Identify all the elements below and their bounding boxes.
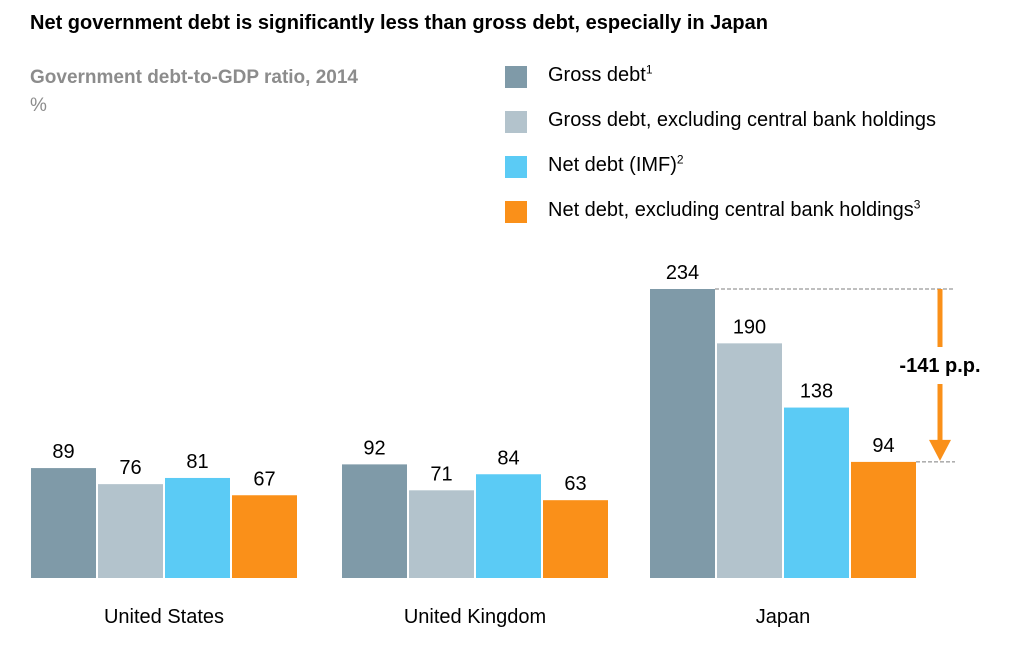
bar bbox=[717, 343, 782, 578]
bar bbox=[650, 289, 715, 578]
data-label: 138 bbox=[800, 381, 833, 403]
data-label: 71 bbox=[430, 463, 452, 485]
bar bbox=[409, 490, 474, 578]
difference-annotation: -141 p.p. bbox=[899, 355, 980, 377]
legend-label: Net debt (IMF)2 bbox=[548, 152, 684, 176]
bar bbox=[232, 495, 297, 578]
data-label: 63 bbox=[564, 473, 586, 495]
data-label: 234 bbox=[666, 262, 699, 284]
legend-swatch bbox=[505, 201, 527, 223]
category-label: United Kingdom bbox=[404, 606, 546, 628]
bar bbox=[165, 477, 230, 578]
data-label: 190 bbox=[733, 316, 766, 338]
data-label: 92 bbox=[363, 437, 385, 459]
data-label: 94 bbox=[872, 435, 894, 457]
bar bbox=[342, 464, 407, 578]
legend-label: Gross debt, excluding central bank holdi… bbox=[548, 109, 937, 131]
bar bbox=[31, 468, 96, 578]
category-label: United States bbox=[104, 606, 224, 628]
unit-label: % bbox=[30, 95, 47, 116]
legend-swatch bbox=[505, 111, 527, 133]
category-label: Japan bbox=[756, 606, 811, 628]
legend-swatch bbox=[505, 156, 527, 178]
bar bbox=[476, 474, 541, 578]
data-label: 76 bbox=[119, 457, 141, 479]
legend-label: Gross debt1 bbox=[548, 62, 653, 86]
data-label: 89 bbox=[52, 441, 74, 463]
bar bbox=[784, 407, 849, 578]
data-label: 84 bbox=[497, 447, 519, 469]
data-label: 67 bbox=[253, 468, 275, 490]
bar bbox=[98, 484, 163, 578]
chart-title: Net government debt is significantly les… bbox=[30, 12, 768, 34]
bar bbox=[851, 461, 916, 578]
bar bbox=[543, 500, 608, 578]
chart-subtitle: Government debt-to-GDP ratio, 2014 bbox=[30, 67, 358, 88]
data-label: 81 bbox=[186, 451, 208, 473]
legend-swatch bbox=[505, 66, 527, 88]
arrow-head bbox=[929, 439, 951, 461]
legend-label: Net debt, excluding central bank holding… bbox=[548, 197, 921, 221]
